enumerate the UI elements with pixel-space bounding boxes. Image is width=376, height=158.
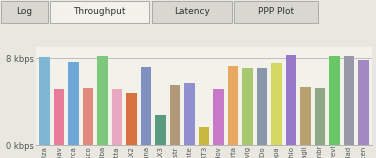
Text: Log: Log <box>17 7 32 16</box>
Bar <box>213 89 224 145</box>
Bar <box>155 115 166 145</box>
Bar <box>50 1 149 23</box>
Bar <box>68 62 79 145</box>
Bar <box>344 56 354 145</box>
Text: Latency: Latency <box>174 7 210 16</box>
Bar <box>141 67 151 145</box>
Text: Throughput: Throughput <box>73 7 126 16</box>
Bar <box>170 85 180 145</box>
Bar <box>315 88 325 145</box>
Bar <box>1 1 48 23</box>
Bar <box>199 127 209 145</box>
Bar <box>271 63 282 145</box>
Bar <box>112 89 122 145</box>
Bar <box>228 66 238 145</box>
Bar <box>83 88 93 145</box>
Bar <box>300 87 311 145</box>
Bar <box>234 1 318 23</box>
Bar <box>242 68 253 145</box>
Bar <box>184 83 195 145</box>
Bar <box>152 1 232 23</box>
Text: PPP Plot: PPP Plot <box>258 7 294 16</box>
Bar <box>358 61 369 145</box>
Bar <box>39 57 50 145</box>
Bar <box>54 89 64 145</box>
Bar <box>257 68 267 145</box>
Bar <box>286 55 296 145</box>
Bar <box>329 56 340 145</box>
Bar <box>126 93 136 145</box>
Bar <box>97 56 108 145</box>
